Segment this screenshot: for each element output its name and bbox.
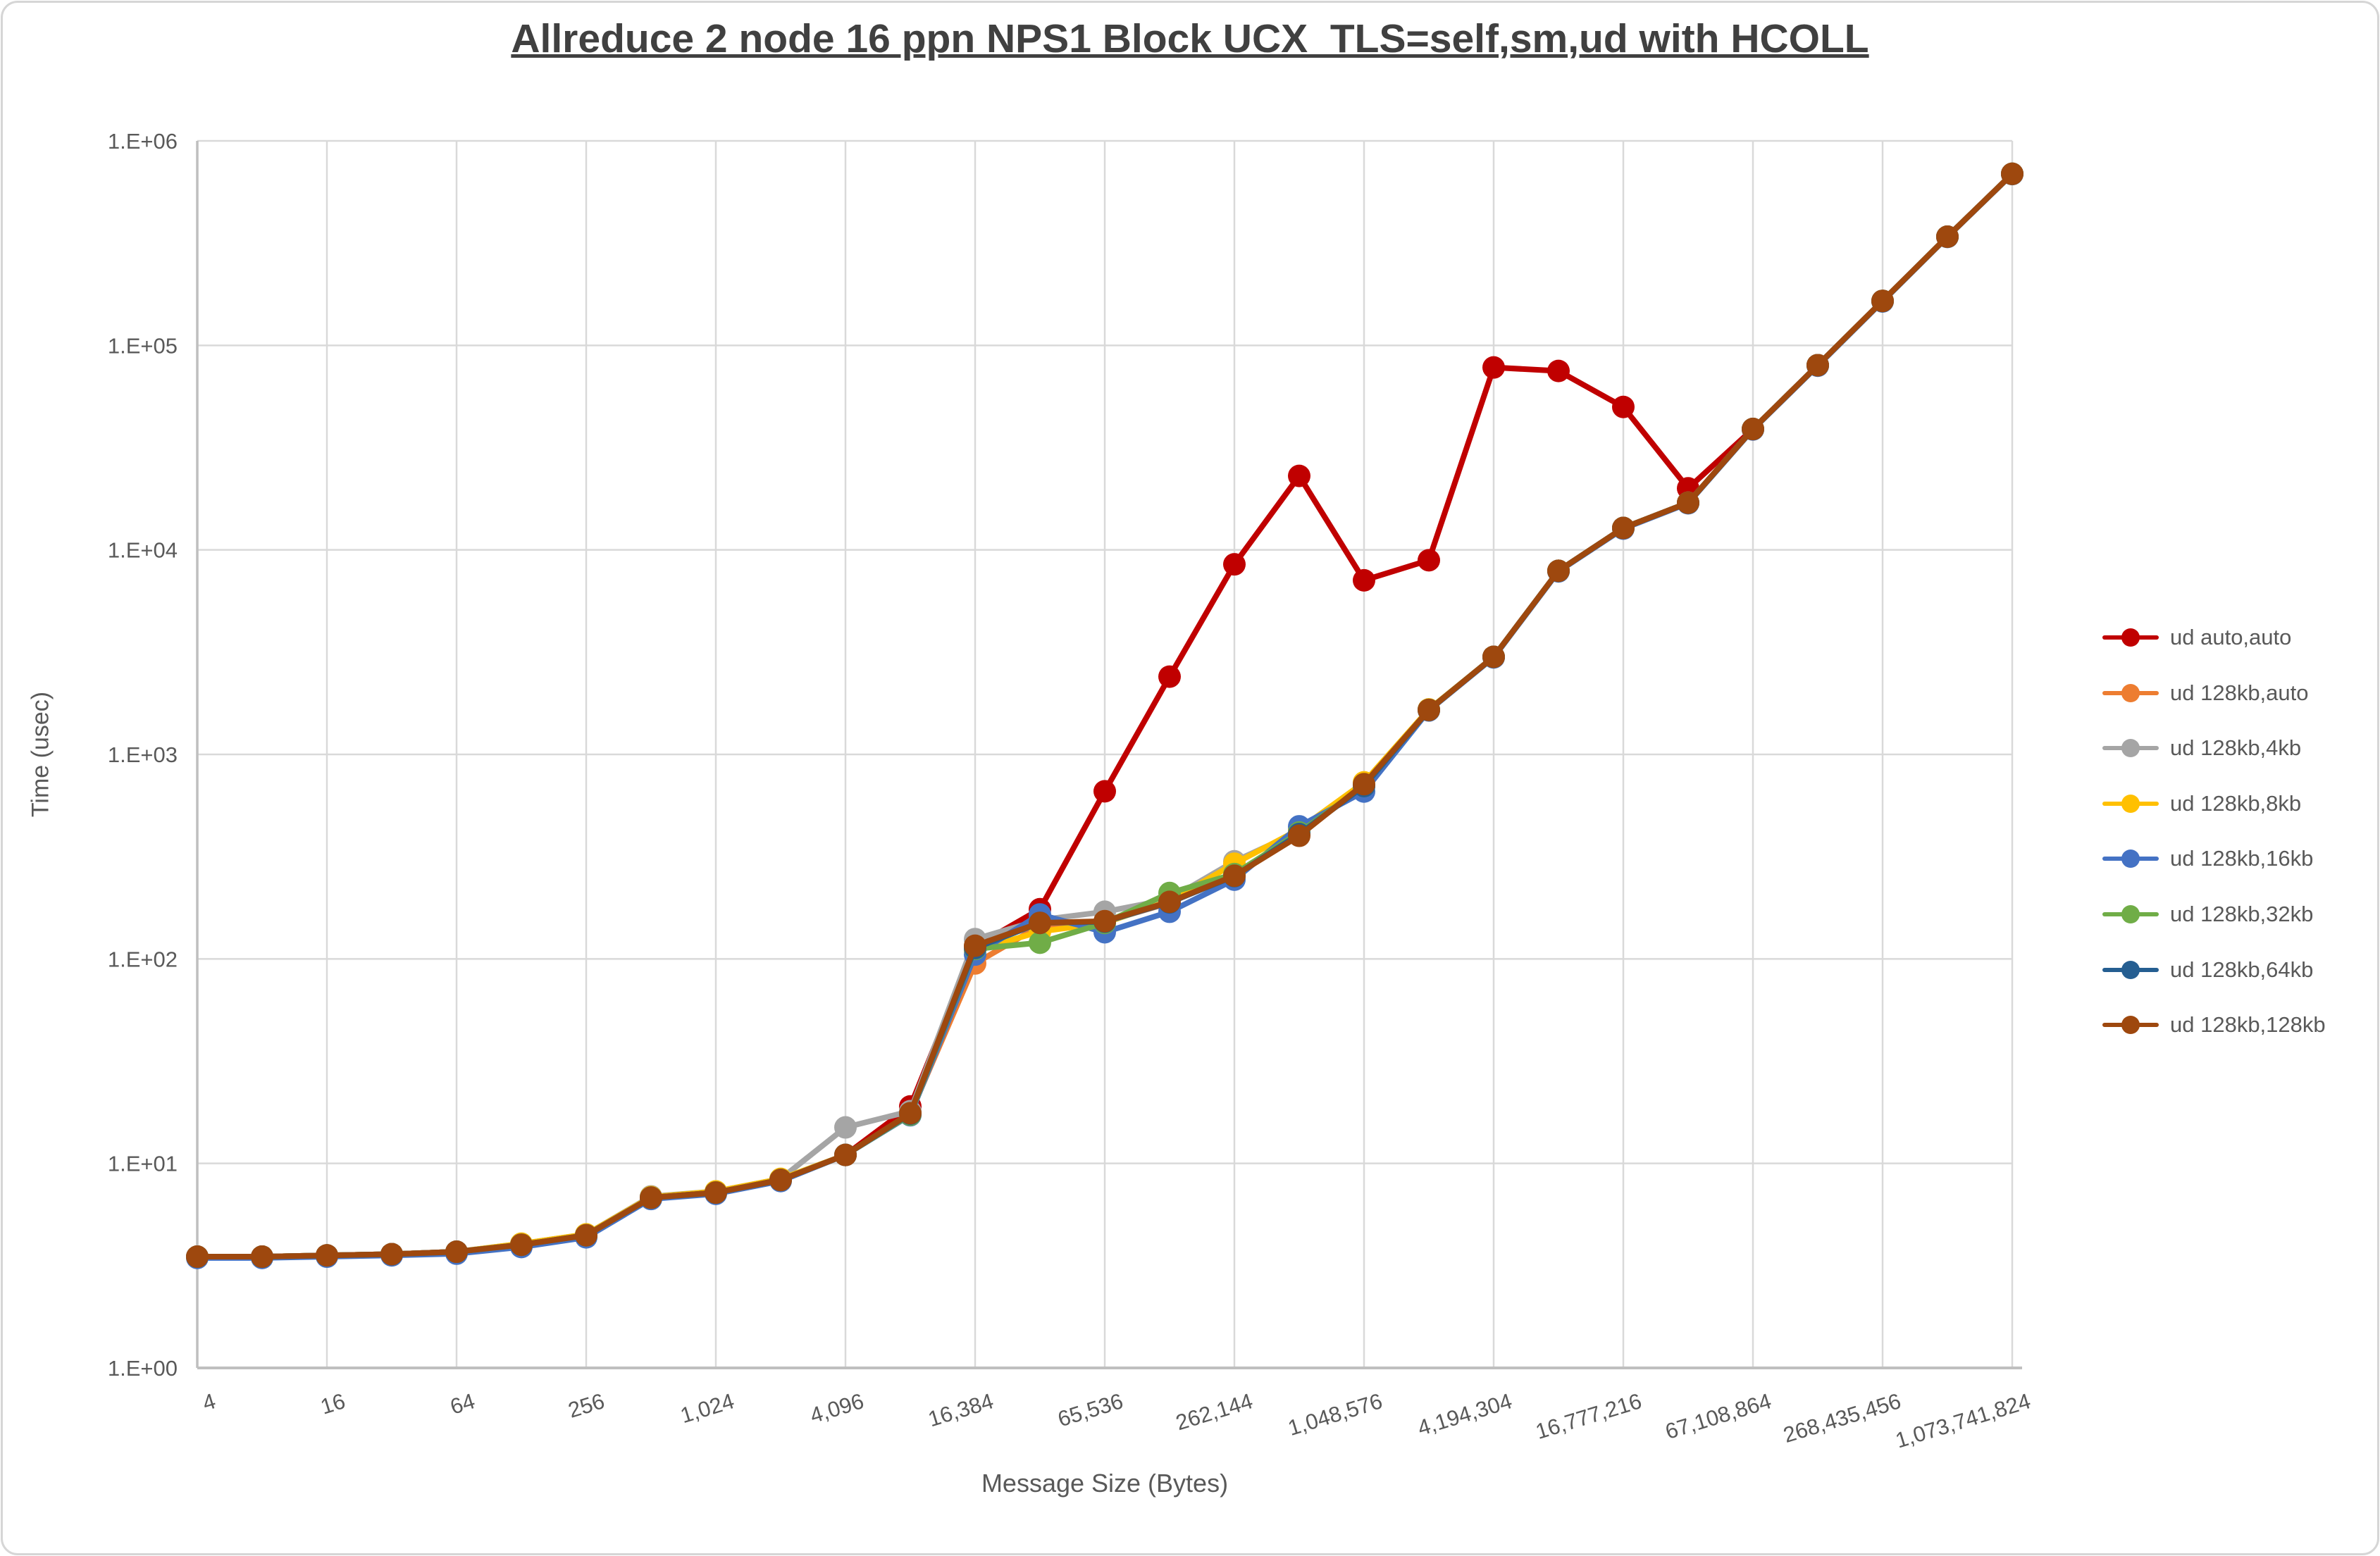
x-tick-label: 4,096 (807, 1388, 867, 1428)
data-point-ud-128kb-128kb[interactable] (1353, 773, 1375, 796)
legend-label: ud 128kb,128kb (2170, 1012, 2326, 1038)
legend-label: ud 128kb,64kb (2170, 957, 2314, 982)
legend-dot (2121, 960, 2140, 979)
chart-title: Allreduce 2 node 16 ppn NPS1 Block UCX_T… (511, 16, 1869, 61)
legend-dot (2121, 794, 2140, 813)
legend-entry-ud-128kb-16kb[interactable]: ud 128kb,16kb (2102, 845, 2313, 873)
legend-line-marker-icon (2102, 1015, 2159, 1035)
y-tick-label: 1.E+04 (108, 538, 178, 563)
x-tick-label: 268,435,456 (1780, 1388, 1904, 1448)
data-point-ud-auto-auto[interactable] (1547, 359, 1570, 382)
x-tick-label: 64 (447, 1388, 478, 1419)
data-point-ud-auto-auto[interactable] (1353, 568, 1375, 592)
data-point-ud-128kb-128kb[interactable] (1158, 890, 1181, 914)
legend-dot (2121, 905, 2140, 923)
x-tick-label: 67,108,864 (1662, 1388, 1774, 1444)
legend-entry-ud-128kb-auto[interactable]: ud 128kb,auto (2102, 679, 2309, 707)
data-point-ud-128kb-128kb[interactable] (899, 1102, 922, 1125)
legend-entry-ud-128kb-8kb[interactable]: ud 128kb,8kb (2102, 790, 2301, 818)
legend-label: ud 128kb,4kb (2170, 735, 2302, 761)
data-point-ud-auto-auto[interactable] (1612, 395, 1635, 418)
legend-dot (2121, 683, 2140, 702)
data-point-ud-auto-auto[interactable] (1093, 780, 1116, 803)
x-tick-label: 1,048,576 (1285, 1388, 1385, 1440)
x-tick-label: 262,144 (1173, 1388, 1256, 1435)
data-point-ud-auto-auto[interactable] (1288, 464, 1310, 487)
x-tick-label: 4 (199, 1388, 218, 1416)
x-axis-title: Message Size (Bytes) (981, 1469, 1229, 1498)
legend-dot (2121, 739, 2140, 758)
data-point-ud-auto-auto[interactable] (1482, 356, 1505, 379)
legend-line-marker-icon (2102, 738, 2159, 758)
legend-line-marker-icon (2102, 683, 2159, 703)
legend-dot (2121, 628, 2140, 647)
legend-label: ud 128kb,auto (2170, 680, 2309, 705)
data-point-ud-128kb-128kb[interactable] (1547, 559, 1570, 583)
x-tick-label: 1,073,741,824 (1892, 1388, 2033, 1452)
data-point-ud-128kb-128kb[interactable] (380, 1243, 403, 1266)
x-tick-label: 1,024 (678, 1388, 737, 1428)
y-tick-label: 1.E+00 (108, 1356, 178, 1381)
data-point-ud-128kb-128kb[interactable] (186, 1245, 209, 1269)
data-point-ud-128kb-128kb[interactable] (1871, 290, 1894, 313)
data-point-ud-128kb-32kb[interactable] (1029, 931, 1051, 954)
y-tick-label: 1.E+05 (108, 333, 178, 358)
y-axis-title: Time (usec) (27, 691, 54, 818)
y-tick-label: 1.E+01 (108, 1152, 178, 1176)
data-point-ud-128kb-128kb[interactable] (510, 1233, 533, 1257)
data-point-ud-128kb-128kb[interactable] (445, 1240, 468, 1264)
data-point-ud-128kb-128kb[interactable] (1677, 491, 1699, 514)
legend-entry-ud-128kb-128kb[interactable]: ud 128kb,128kb (2102, 1011, 2326, 1039)
data-point-ud-128kb-128kb[interactable] (1742, 418, 1764, 441)
y-tick-label: 1.E+06 (108, 129, 178, 154)
data-point-ud-128kb-128kb[interactable] (1029, 911, 1051, 935)
data-point-ud-128kb-128kb[interactable] (834, 1143, 857, 1166)
x-tick-label: 16,777,216 (1532, 1388, 1644, 1444)
data-point-ud-auto-auto[interactable] (1418, 549, 1440, 572)
data-point-ud-auto-auto[interactable] (1158, 665, 1181, 688)
data-point-ud-128kb-128kb[interactable] (1223, 864, 1246, 888)
legend-line-marker-icon (2102, 794, 2159, 814)
data-point-ud-128kb-4kb[interactable] (834, 1116, 857, 1139)
data-point-ud-128kb-128kb[interactable] (964, 934, 986, 957)
data-point-ud-128kb-128kb[interactable] (1936, 225, 1959, 249)
data-point-ud-128kb-128kb[interactable] (640, 1186, 662, 1209)
data-point-ud-128kb-128kb[interactable] (1288, 824, 1310, 847)
y-tick-label: 1.E+03 (108, 742, 178, 767)
legend-label: ud 128kb,32kb (2170, 902, 2314, 926)
data-point-ud-128kb-128kb[interactable] (2001, 162, 2023, 185)
x-tick-label: 65,536 (1055, 1388, 1126, 1431)
data-point-ud-128kb-128kb[interactable] (769, 1169, 792, 1192)
x-tick-label: 16,384 (925, 1388, 996, 1431)
legend-line-marker-icon (2102, 628, 2159, 647)
data-point-ud-128kb-128kb[interactable] (1093, 909, 1116, 933)
legend-line-marker-icon (2102, 960, 2159, 980)
x-tick-label: 256 (565, 1388, 607, 1423)
legend-label: ud 128kb,16kb (2170, 846, 2314, 871)
legend-dot (2121, 849, 2140, 869)
x-tick-label: 16 (318, 1388, 348, 1419)
y-tick-label: 1.E+02 (108, 947, 178, 971)
legend-label: ud auto,auto (2170, 625, 2292, 649)
legend-label: ud 128kb,8kb (2170, 790, 2302, 816)
legend-line-marker-icon (2102, 904, 2159, 924)
legend-entry-ud-128kb-4kb[interactable]: ud 128kb,4kb (2102, 734, 2301, 762)
legend-entry-ud-128kb-64kb[interactable]: ud 128kb,64kb (2102, 956, 2313, 984)
data-point-ud-128kb-128kb[interactable] (1418, 698, 1440, 721)
legend-dot (2121, 1016, 2140, 1035)
data-point-ud-128kb-128kb[interactable] (1482, 645, 1505, 668)
data-point-ud-128kb-128kb[interactable] (575, 1224, 597, 1247)
data-point-ud-128kb-128kb[interactable] (316, 1244, 338, 1267)
data-point-ud-128kb-128kb[interactable] (251, 1245, 273, 1269)
legend-line-marker-icon (2102, 849, 2159, 869)
legend-entry-ud-auto-auto[interactable]: ud auto,auto (2102, 623, 2291, 652)
data-point-ud-auto-auto[interactable] (1223, 553, 1246, 576)
data-point-ud-128kb-128kb[interactable] (1806, 354, 1829, 377)
legend-entry-ud-128kb-32kb[interactable]: ud 128kb,32kb (2102, 900, 2313, 928)
data-point-ud-128kb-128kb[interactable] (705, 1181, 727, 1205)
x-tick-label: 4,194,304 (1415, 1388, 1515, 1440)
data-point-ud-128kb-128kb[interactable] (1612, 516, 1635, 540)
